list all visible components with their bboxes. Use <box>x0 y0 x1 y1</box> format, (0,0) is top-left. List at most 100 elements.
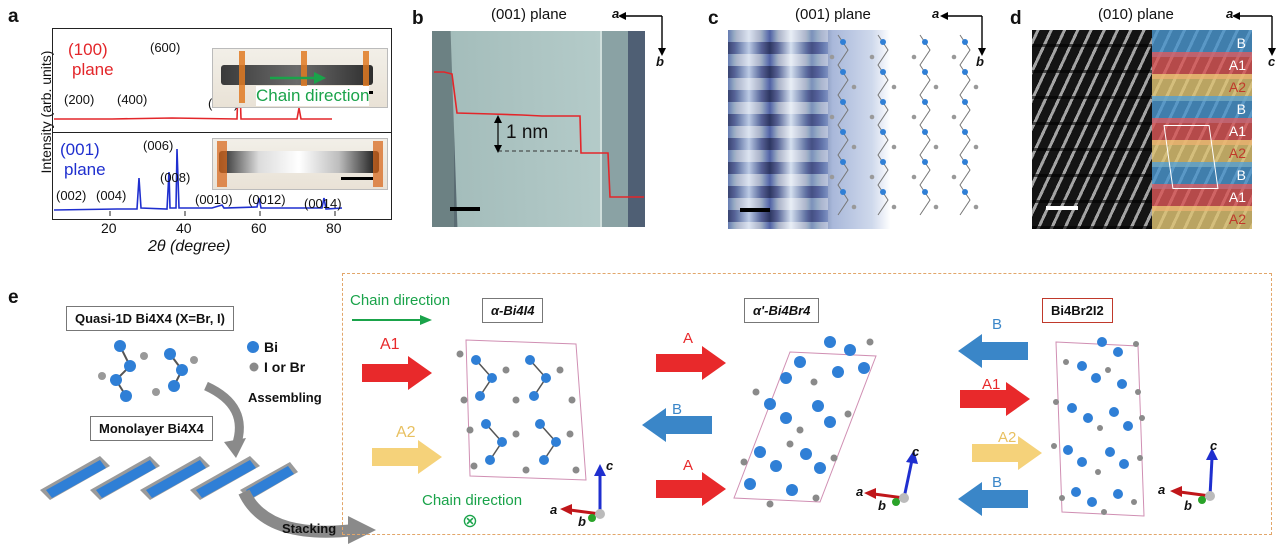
stacking-legend: B A1 A2 B A1 A2 B A1 A2 <box>1152 30 1252 229</box>
chain-direction-label-a: Chain direction <box>256 86 370 106</box>
panel-letter-e: e <box>8 287 19 308</box>
structure-alpha-prime-bi4br4 <box>733 336 877 508</box>
arrow-a2-left-label: A2 <box>396 424 416 441</box>
structure-title-1: α-Bi4I4 <box>482 298 544 323</box>
top-plane-label-1: (100) <box>68 40 108 59</box>
arrow-b-right-1-label: B <box>992 316 1003 333</box>
axis-e2-a: a <box>856 484 864 499</box>
bottom-plane-label-2: plane <box>64 160 106 179</box>
panel-c-title: (001) plane <box>795 6 871 23</box>
axis-e3-a: a <box>1158 482 1166 497</box>
arrow-b-right-2 <box>958 482 1028 516</box>
arrow-a-mid-1-label: A <box>683 330 694 347</box>
quasi-1d-title: Quasi-1D Bi4X4 (X=Br, I) <box>66 306 234 331</box>
structure-title-1-text: α-Bi4I4 <box>491 303 535 318</box>
step-height-label: 1 nm <box>506 122 549 143</box>
monolayer-title-text: Monolayer Bi4X4 <box>99 421 204 436</box>
legend-bi-icon <box>247 341 259 353</box>
legend-bi-label: Bi <box>264 339 278 355</box>
xtick-40: 40 <box>176 220 192 236</box>
axis-e1-c: c <box>606 458 614 473</box>
peak-400: (400) <box>117 92 148 107</box>
structure-title-2: α'-Bi4Br4 <box>744 298 820 323</box>
structure-title-3-text: Bi4Br2I2 <box>1051 303 1104 318</box>
xtick-20: 20 <box>101 220 117 236</box>
stacking-label: Stacking <box>282 521 337 536</box>
axis-e2-c: c <box>912 444 920 459</box>
stack-label-6: A2 <box>1228 145 1246 161</box>
xtick-80: 80 <box>326 220 342 236</box>
stack-label-8: A1 <box>1228 189 1246 205</box>
structure-alpha-bi4i4 <box>456 339 587 481</box>
stacking-arrow <box>238 489 376 544</box>
peak-004: (004) <box>96 188 127 203</box>
stack-label-3: A2 <box>1228 79 1246 95</box>
xrd-xlabel: 2θ (degree) <box>148 238 231 255</box>
axis-icon-d <box>1232 12 1276 56</box>
arrow-b-right-1 <box>958 334 1028 368</box>
peak-006: (006) <box>143 138 174 153</box>
chain-direction-arrow-a <box>270 72 326 84</box>
arrow-b-mid-label: B <box>672 401 683 418</box>
axis-icon-c <box>940 12 986 56</box>
structure-bi4br2i2 <box>1051 337 1145 517</box>
axes-gizmo-3 <box>1170 448 1218 504</box>
peak-0012: (0012) <box>248 192 286 207</box>
peak-200: (200) <box>64 92 95 107</box>
stack-label-1: B <box>1236 35 1246 51</box>
peak-0014: (0014) <box>304 196 342 211</box>
axis-icon-b <box>618 12 666 56</box>
axis-b-a: a <box>612 6 620 21</box>
panel-letter-a: a <box>8 6 19 27</box>
peak-008: (008) <box>160 170 191 185</box>
arrow-a1-left-label: A1 <box>380 336 400 353</box>
top-plane-label-2: plane <box>72 60 114 79</box>
arrow-b-right-2-label: B <box>992 474 1003 491</box>
stack-row-9: A2 <box>1152 206 1252 229</box>
legend-x-icon <box>249 362 259 372</box>
stack-label-5: A1 <box>1228 123 1246 139</box>
stack-label-2: A1 <box>1228 57 1246 73</box>
axis-e1-a: a <box>550 502 558 517</box>
peak-600: (600) <box>150 40 181 55</box>
afm-height-profile <box>434 71 644 198</box>
monolayer-title: Monolayer Bi4X4 <box>90 416 213 441</box>
stack-label-4: B <box>1236 101 1246 117</box>
quasi-1d-molecules <box>98 340 198 402</box>
chain-direction-arrow-e <box>352 315 432 325</box>
arrow-a1-right <box>960 382 1030 416</box>
axis-e1-b: b <box>578 514 586 529</box>
arrow-a2-left <box>372 440 442 474</box>
axis-e3-b: b <box>1184 498 1192 513</box>
axes-gizmo-2 <box>864 450 918 506</box>
arrow-a2-right-label: A2 <box>998 429 1017 446</box>
arrow-a2-right <box>972 436 1042 470</box>
arrow-a-mid-1 <box>656 346 726 380</box>
arrow-a1-left <box>362 356 432 390</box>
assembling-arrow <box>204 381 246 458</box>
stem-image <box>1032 30 1152 229</box>
arrow-b-mid <box>642 408 712 442</box>
panel-b-title: (001) plane <box>491 6 567 23</box>
arrow-a-mid-2-label: A <box>683 457 694 474</box>
stm-chain-overlay <box>829 34 979 216</box>
panel-d-title: (010) plane <box>1098 6 1174 23</box>
structure-title-3: Bi4Br2I2 <box>1042 298 1113 323</box>
assembling-label: Assembling <box>248 390 322 405</box>
panel-letter-d: d <box>1010 8 1022 29</box>
bottom-plane-label-1: (001) <box>60 140 100 159</box>
stacking-box <box>342 273 1272 535</box>
axis-c-a: a <box>932 6 940 21</box>
panel-letter-c: c <box>708 8 719 29</box>
axis-b-b: b <box>656 54 664 69</box>
stm-image <box>728 30 990 229</box>
arrow-a1-right-label: A1 <box>982 376 1001 393</box>
chain-direction-label-bottom: Chain direction <box>422 492 523 509</box>
monolayer-structure <box>40 456 298 500</box>
axis-c-b: b <box>976 54 984 69</box>
chain-direction-into-page-icon: ⊗ <box>462 511 478 532</box>
crystal-photo-001 <box>212 138 388 190</box>
xtick-60: 60 <box>251 220 267 236</box>
peak-002: (002) <box>56 188 87 203</box>
panel-letter-b: b <box>412 8 424 29</box>
